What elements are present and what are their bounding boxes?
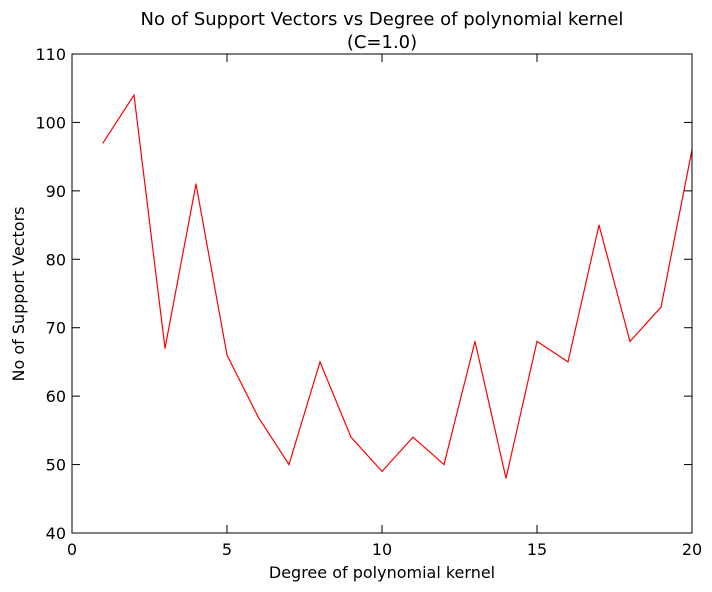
data-point (536, 340, 538, 342)
y-tick-label: 70 (46, 319, 66, 338)
data-point (257, 416, 259, 418)
data-point (133, 94, 135, 96)
data-point (319, 361, 321, 363)
data-point (288, 463, 290, 466)
x-tick-label: 10 (372, 540, 392, 559)
data-point (195, 183, 197, 185)
data-point (505, 477, 507, 479)
x-tick-label: 0 (67, 540, 77, 559)
series-line (102, 93, 693, 479)
y-tick-label: 100 (35, 113, 66, 132)
x-axis-label: Degree of polynomial kernel (269, 563, 495, 582)
y-tick-label: 110 (35, 45, 66, 64)
y-axis-label: No of Support Vectors (9, 206, 28, 381)
data-point (381, 470, 383, 473)
x-tick-label: 20 (682, 540, 702, 559)
chart-subtitle: (C=1.0) (347, 32, 417, 53)
y-tick-label: 60 (46, 387, 66, 406)
data-point (660, 306, 662, 308)
data-point (629, 340, 631, 342)
data-point (226, 354, 228, 356)
data-point (443, 463, 445, 466)
chart-title: No of Support Vectors vs Degree of polyn… (141, 9, 624, 30)
series-layer (102, 93, 693, 479)
data-point (567, 361, 569, 363)
x-tick-label: 5 (222, 540, 232, 559)
x-tick-label: 15 (527, 540, 547, 559)
data-point (350, 436, 352, 438)
y-tick-label: 80 (46, 250, 66, 269)
data-point (412, 436, 414, 438)
y-tick-label: 40 (46, 524, 66, 543)
y-tick-label: 50 (46, 456, 66, 475)
y-tick-label: 90 (46, 182, 66, 201)
plot-frame (71, 53, 693, 534)
axis-ticks: 0 5 10 15 20 40 50 60 70 80 90 100 110 (35, 45, 702, 559)
data-point (598, 224, 600, 226)
data-point (474, 340, 476, 342)
data-point (102, 142, 104, 144)
data-point (164, 347, 166, 349)
